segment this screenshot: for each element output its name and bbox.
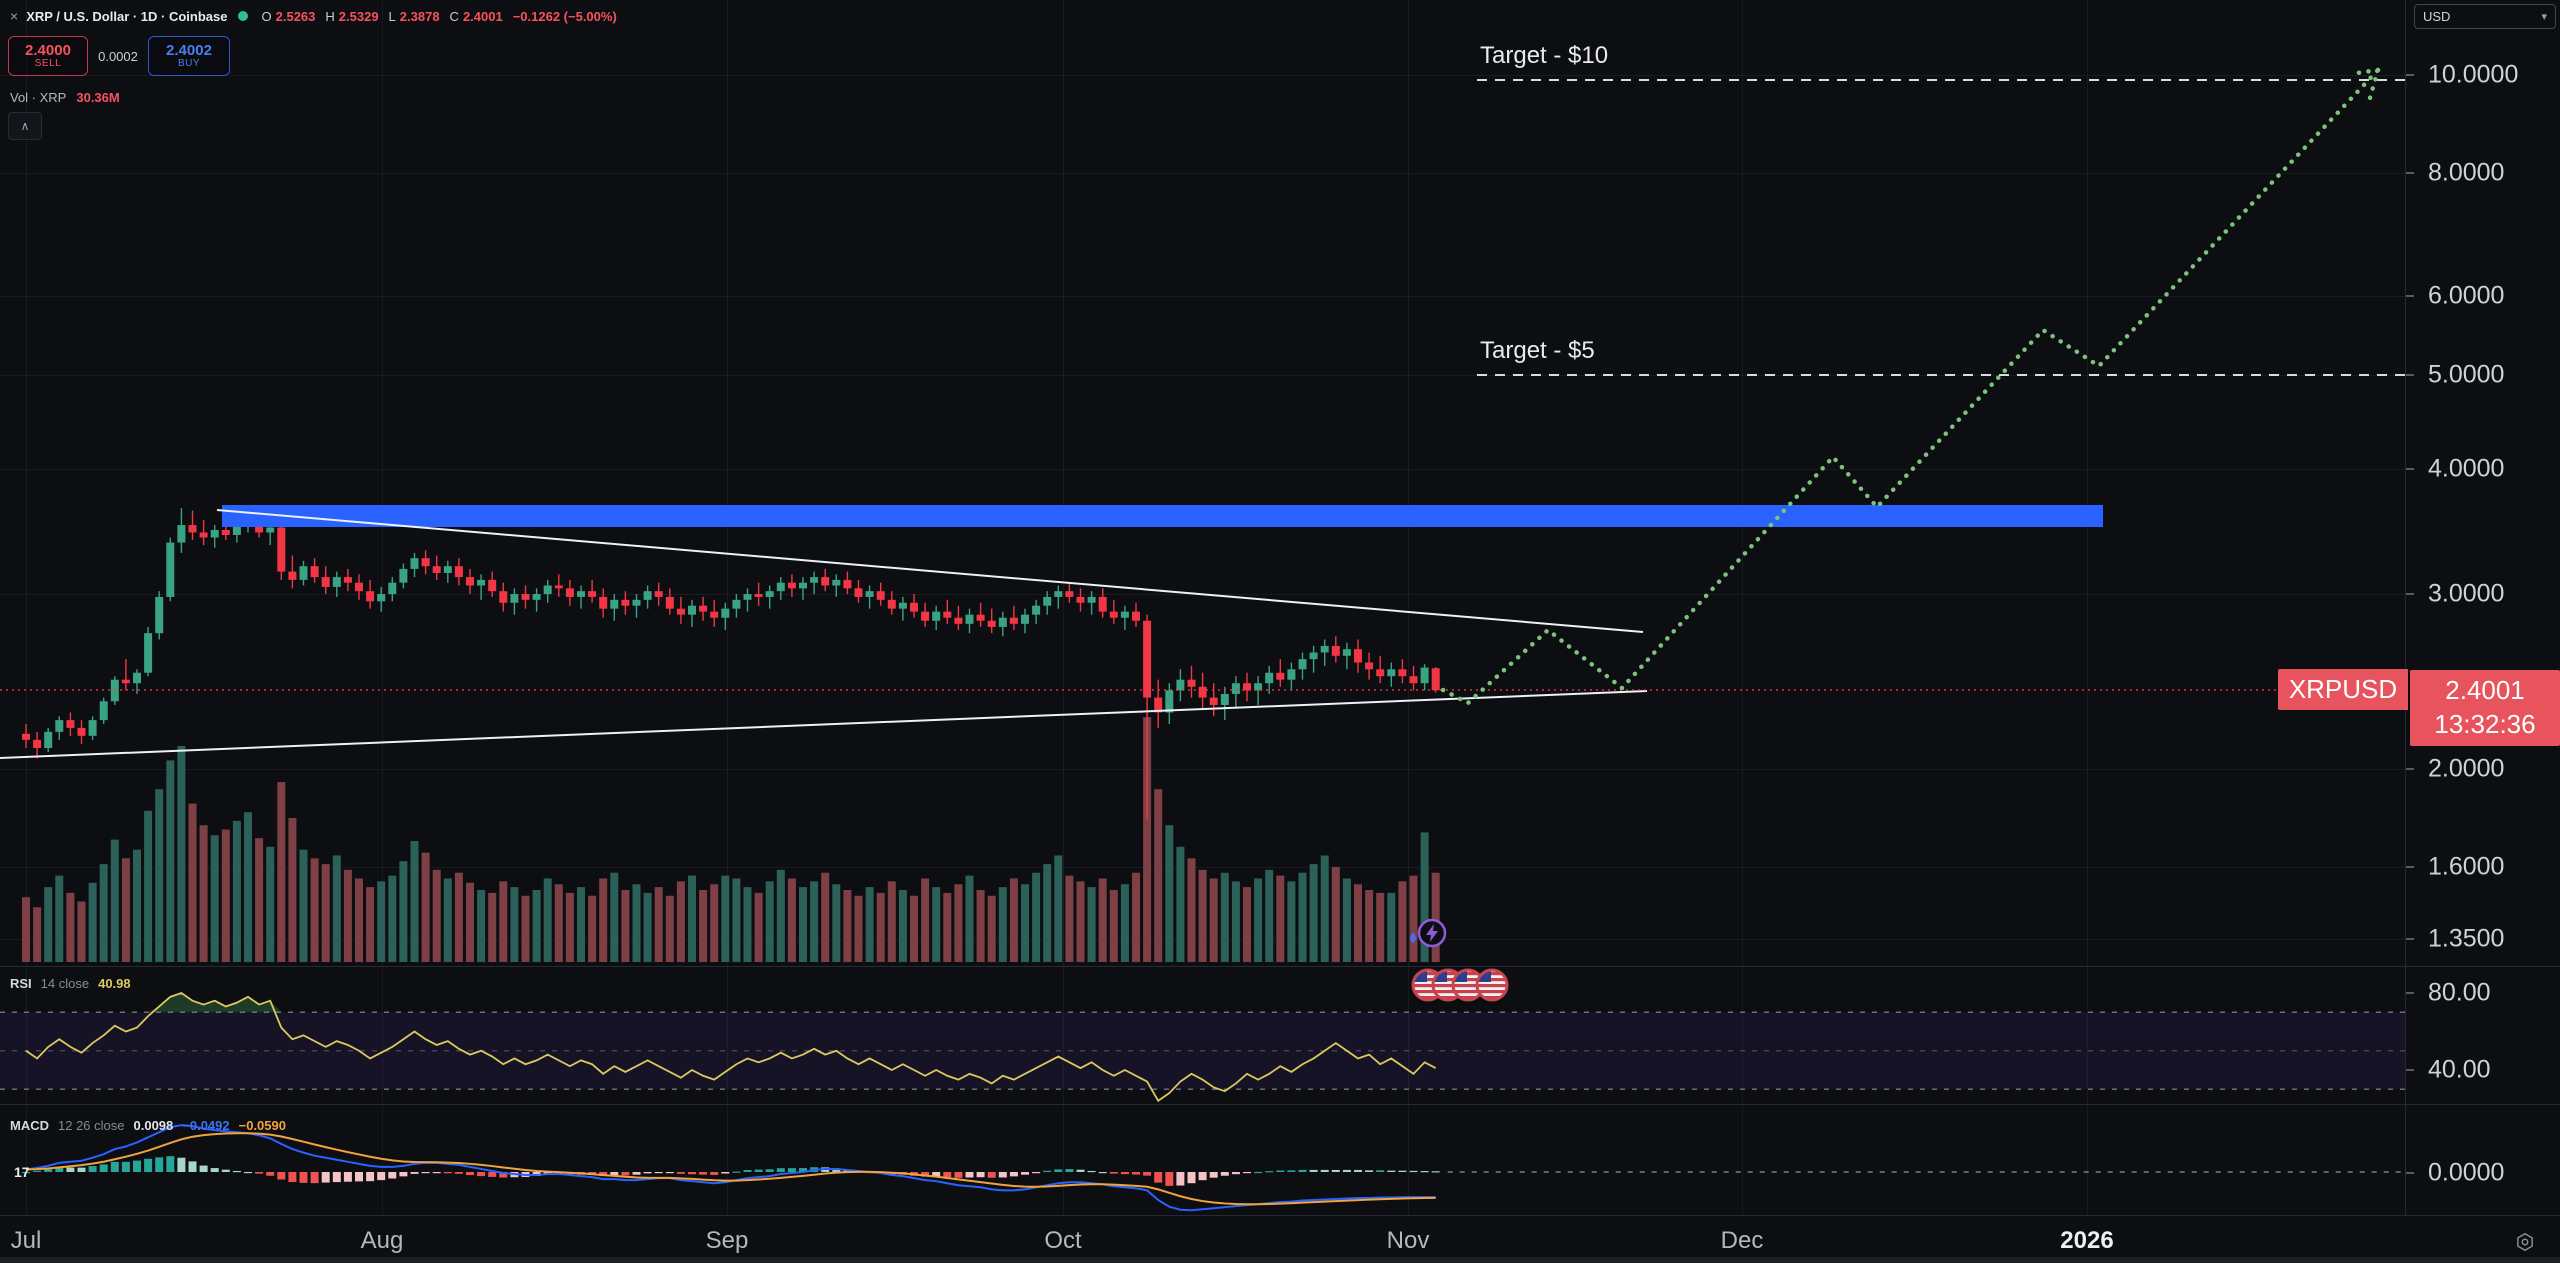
volume-legend: Vol · XRP 30.36M	[10, 90, 120, 105]
symbol-price-tag: XRPUSD	[2278, 669, 2408, 710]
projection-arrowhead	[2347, 67, 2381, 77]
symbol-title[interactable]: XRP / U.S. Dollar · 1D · Coinbase	[26, 8, 228, 24]
panel-separators	[0, 0, 2560, 1216]
time-axis-label-aug: Aug	[360, 1227, 404, 1254]
time-axis-label-2026: 2026	[2060, 1227, 2114, 1254]
time-axis-settings-button[interactable]	[2512, 1229, 2538, 1255]
currency-selector[interactable]: USD ▾	[2414, 4, 2556, 29]
rsi-value: 40.98	[98, 976, 131, 991]
trendline[interactable]	[0, 690, 1648, 759]
price-axis-label: 10.0000	[2428, 60, 2519, 89]
price-axis-label: 2.0000	[2428, 754, 2505, 783]
bottom-strip	[0, 1257, 2560, 1263]
spread-value: 0.0002	[98, 48, 138, 64]
currency-value: USD	[2423, 9, 2451, 24]
price-axis-label: 1.6000	[2428, 852, 2505, 881]
macd-signal-value: −0.0590	[238, 1118, 286, 1133]
last-price-value: 2.4001	[2445, 675, 2525, 706]
us-flag-event-border	[1475, 968, 1509, 1002]
trade-panel: 2.4000 SELL 0.0002 2.4002 BUY	[8, 36, 230, 76]
high-label: H	[325, 8, 335, 24]
chevron-down-icon: ▾	[2541, 11, 2547, 23]
macd-axis-label: 0.0000	[2428, 1158, 2505, 1187]
open-value: 2.5263	[275, 8, 316, 24]
price-axis-label: 6.0000	[2428, 281, 2505, 310]
target-10-label[interactable]: Target - $10	[1480, 42, 1609, 69]
macd-title: MACD	[10, 1118, 49, 1133]
time-axis-label-jul: Jul	[10, 1227, 42, 1254]
sell-label: SELL	[34, 57, 62, 69]
macd-signal-line	[25, 1132, 1436, 1206]
macd-legend[interactable]: MACD 12 26 close 0.0098 −0.0492 −0.0590	[10, 1118, 286, 1133]
price-axis-label: 1.3500	[2428, 924, 2505, 953]
time-axis-label-sep: Sep	[705, 1227, 749, 1254]
ohlc-values: O 2.5263 H 2.5329 L 2.3878 C 2.4001 −0.1262 …	[256, 9, 617, 24]
price-axis-label: 8.0000	[2428, 158, 2505, 187]
price-axis-label: 3.0000	[2428, 579, 2505, 608]
close-label: C	[449, 8, 459, 24]
macd-hist-value: 0.0098	[133, 1118, 174, 1133]
macd-line	[25, 1124, 1436, 1212]
price-axis-label: 5.0000	[2428, 360, 2505, 389]
sell-price: 2.4000	[25, 41, 71, 59]
rsi-line	[25, 991, 1437, 1103]
target-5-label[interactable]: Target - $5	[1480, 337, 1595, 364]
rsi-band	[0, 1012, 2405, 1090]
rsi-axis-label: 80.00	[2428, 978, 2491, 1007]
projection-arrowhead	[2367, 67, 2381, 101]
time-axis-label-nov: Nov	[1386, 1227, 1430, 1254]
close-value: 2.4001	[462, 8, 503, 24]
leftover-label: 17	[14, 1164, 30, 1180]
time-axis-label-dec: Dec	[1720, 1227, 1764, 1254]
buy-button[interactable]: 2.4002 BUY	[148, 36, 230, 76]
candlestick-series	[22, 508, 1440, 820]
rsi-title: RSI	[10, 976, 32, 991]
buy-label: BUY	[177, 57, 201, 69]
low-value: 2.3878	[399, 8, 440, 24]
projection-path[interactable]	[1440, 67, 2381, 706]
buy-price: 2.4002	[166, 41, 212, 59]
axis-ticks	[2406, 74, 2414, 1174]
sell-button[interactable]: 2.4000 SELL	[8, 36, 88, 76]
gear-icon	[2517, 1232, 2533, 1252]
open-label: O	[261, 8, 272, 24]
chart-legend: × XRP / U.S. Dollar · 1D · Coinbase O 2.5…	[10, 8, 617, 24]
supply-zone[interactable]	[222, 505, 2103, 527]
close-icon[interactable]: ×	[10, 8, 19, 24]
volume-label: Vol · XRP	[10, 90, 67, 105]
high-value: 2.5329	[338, 8, 379, 24]
rsi-overbought-fill	[26, 993, 1436, 1013]
last-price-label: 2.4001 13:32:36	[2410, 670, 2560, 746]
market-status-dot	[237, 11, 248, 21]
macd-params: 12 26 close	[58, 1118, 125, 1133]
bar-countdown: 13:32:36	[2434, 709, 2536, 739]
macd-line-value: −0.0492	[182, 1118, 230, 1133]
low-label: L	[388, 8, 396, 24]
rsi-axis-label: 40.00	[2428, 1055, 2491, 1084]
chevron-up-icon: ∧	[20, 119, 30, 133]
trendline[interactable]	[216, 509, 1644, 633]
volume-series	[22, 717, 1440, 962]
rsi-params: 14 close	[40, 976, 90, 991]
lightning-event-icon[interactable]	[1409, 918, 1447, 948]
collapse-indicators-button[interactable]: ∧	[8, 112, 42, 140]
change-value: −0.1262 (−5.00%)	[512, 8, 617, 24]
price-axis-label: 4.0000	[2428, 454, 2505, 483]
time-axis-label-oct: Oct	[1044, 1227, 1082, 1254]
volume-value: 30.36M	[76, 90, 120, 105]
rsi-legend[interactable]: RSI 14 close 40.98	[10, 976, 131, 991]
